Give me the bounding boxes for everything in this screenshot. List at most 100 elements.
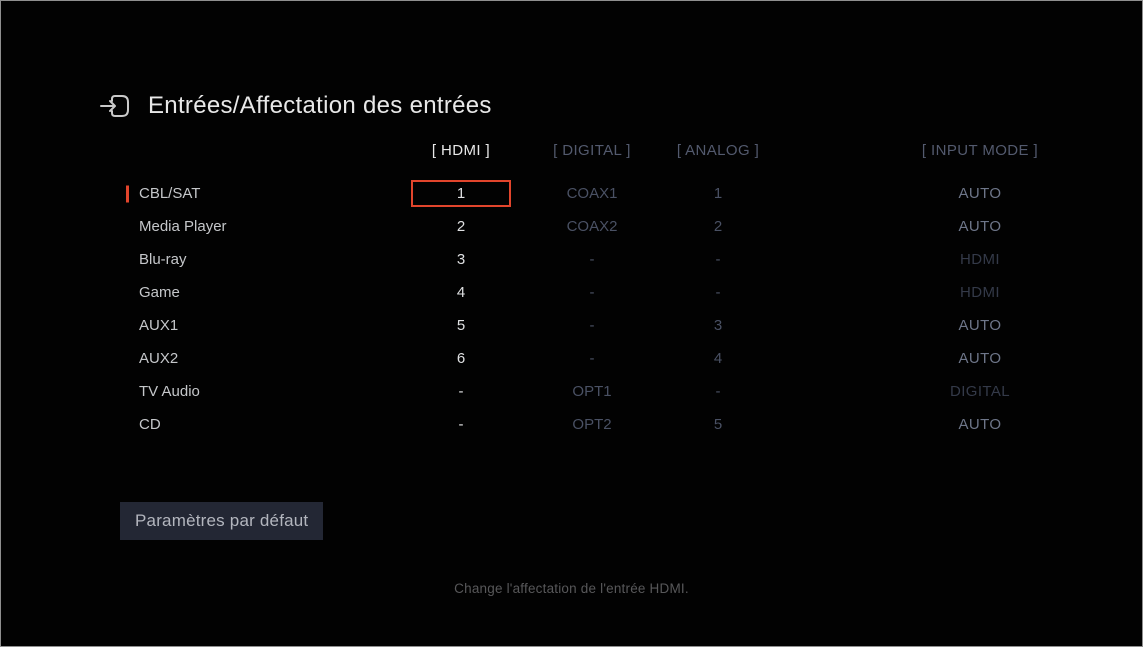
input-mode-value: HDMI xyxy=(960,284,1000,301)
input-mode-value: HDMI xyxy=(960,251,1000,268)
table-row: Game 4 - - HDMI xyxy=(121,276,1040,309)
digital-value: COAX2 xyxy=(566,218,618,235)
selected-row-marker xyxy=(126,185,129,202)
column-header-analog: [ ANALOG ] xyxy=(676,141,760,159)
digital-assignment-cell[interactable]: - xyxy=(521,350,663,367)
hdmi-assignment-cell[interactable]: 3 xyxy=(401,246,521,273)
table-row: AUX2 6 - 4 AUTO xyxy=(121,342,1040,375)
hdmi-value-box: - xyxy=(411,378,511,405)
input-mode-cell[interactable]: AUTO xyxy=(920,416,1040,433)
input-mode-cell[interactable]: AUTO xyxy=(920,317,1040,334)
digital-value: COAX1 xyxy=(566,185,618,202)
hdmi-value: 2 xyxy=(456,218,466,235)
analog-assignment-cell[interactable]: 1 xyxy=(663,185,773,202)
input-mode-value: AUTO xyxy=(958,185,1002,202)
hdmi-value-box: 6 xyxy=(411,345,511,372)
table-rows: CBL/SAT 1 COAX1 1 AUTO Media Player 2 xyxy=(121,177,1040,441)
table-row: Media Player 2 COAX2 2 AUTO xyxy=(121,210,1040,243)
hdmi-value: 5 xyxy=(456,317,466,334)
digital-value: - xyxy=(589,350,595,367)
analog-value: - xyxy=(715,383,721,400)
analog-value: 3 xyxy=(713,317,723,334)
hdmi-value-box: 5 xyxy=(411,312,511,339)
input-mode-cell[interactable]: HDMI xyxy=(920,251,1040,268)
source-label: AUX2 xyxy=(139,350,179,367)
hdmi-value-box: 2 xyxy=(411,213,511,240)
analog-value: 2 xyxy=(713,218,723,235)
hdmi-value: 6 xyxy=(456,350,466,367)
analog-assignment-cell[interactable]: 2 xyxy=(663,218,773,235)
hdmi-value-box: - xyxy=(411,411,511,438)
signal-input-icon xyxy=(98,91,132,121)
digital-value: - xyxy=(589,317,595,334)
digital-assignment-cell[interactable]: OPT1 xyxy=(521,383,663,400)
hdmi-value-box: 3 xyxy=(411,246,511,273)
input-mode-value: AUTO xyxy=(958,350,1002,367)
table-row: CD - OPT2 5 AUTO xyxy=(121,408,1040,441)
digital-assignment-cell[interactable]: - xyxy=(521,251,663,268)
source-label: CBL/SAT xyxy=(139,185,201,202)
digital-value: - xyxy=(589,284,595,301)
analog-assignment-cell[interactable]: - xyxy=(663,284,773,301)
hdmi-value-box: 4 xyxy=(411,279,511,306)
input-mode-cell[interactable]: AUTO xyxy=(920,350,1040,367)
hdmi-value-box: 1 xyxy=(411,180,511,207)
column-header-hdmi: [ HDMI ] xyxy=(431,141,491,159)
digital-value: - xyxy=(589,251,595,268)
input-mode-value: AUTO xyxy=(958,416,1002,433)
digital-assignment-cell[interactable]: - xyxy=(521,284,663,301)
digital-value: OPT1 xyxy=(572,383,612,400)
table-row: AUX1 5 - 3 AUTO xyxy=(121,309,1040,342)
defaults-button[interactable]: Paramètres par défaut xyxy=(120,502,324,540)
column-header-input-mode: [ INPUT MODE ] xyxy=(921,141,1039,159)
table-row: CBL/SAT 1 COAX1 1 AUTO xyxy=(121,177,1040,210)
hdmi-assignment-cell[interactable]: 6 xyxy=(401,345,521,372)
hdmi-assignment-cell[interactable]: 2 xyxy=(401,213,521,240)
hdmi-value: 1 xyxy=(456,185,466,202)
hdmi-assignment-cell[interactable]: 1 xyxy=(401,180,521,207)
analog-value: 5 xyxy=(713,416,723,433)
digital-assignment-cell[interactable]: COAX2 xyxy=(521,218,663,235)
analog-assignment-cell[interactable]: 5 xyxy=(663,416,773,433)
digital-assignment-cell[interactable]: COAX1 xyxy=(521,185,663,202)
page-header: Entrées/Affectation des entrées xyxy=(98,91,492,121)
hdmi-value: 4 xyxy=(456,284,466,301)
hdmi-value: - xyxy=(458,416,464,433)
input-mode-cell[interactable]: AUTO xyxy=(920,218,1040,235)
analog-value: - xyxy=(715,251,721,268)
analog-assignment-cell[interactable]: 3 xyxy=(663,317,773,334)
source-label: AUX1 xyxy=(139,317,179,334)
hdmi-assignment-cell[interactable]: 4 xyxy=(401,279,521,306)
analog-value: 1 xyxy=(713,185,723,202)
input-mode-value: DIGITAL xyxy=(949,383,1011,400)
input-mode-value: AUTO xyxy=(958,317,1002,334)
hdmi-assignment-cell[interactable]: 5 xyxy=(401,312,521,339)
analog-assignment-cell[interactable]: - xyxy=(663,383,773,400)
analog-assignment-cell[interactable]: 4 xyxy=(663,350,773,367)
table-row: Blu-ray 3 - - HDMI xyxy=(121,243,1040,276)
column-header-digital: [ DIGITAL ] xyxy=(553,141,631,159)
input-assignment-table: [ HDMI ] [ DIGITAL ] [ ANALOG ] [ INPUT … xyxy=(121,137,1040,441)
hdmi-value: 3 xyxy=(456,251,466,268)
digital-assignment-cell[interactable]: OPT2 xyxy=(521,416,663,433)
hdmi-assignment-cell[interactable]: - xyxy=(401,378,521,405)
analog-assignment-cell[interactable]: - xyxy=(663,251,773,268)
source-label: Blu-ray xyxy=(139,251,187,268)
analog-value: - xyxy=(715,284,721,301)
source-label: CD xyxy=(139,416,161,433)
input-mode-cell[interactable]: DIGITAL xyxy=(920,383,1040,400)
analog-value: 4 xyxy=(713,350,723,367)
input-mode-cell[interactable]: AUTO xyxy=(920,185,1040,202)
input-mode-value: AUTO xyxy=(958,218,1002,235)
table-row: TV Audio - OPT1 - DIGITAL xyxy=(121,375,1040,408)
hdmi-assignment-cell[interactable]: - xyxy=(401,411,521,438)
digital-assignment-cell[interactable]: - xyxy=(521,317,663,334)
footer-hint: Change l'affectation de l'entrée HDMI. xyxy=(454,581,689,596)
source-label: Game xyxy=(139,284,180,301)
input-mode-cell[interactable]: HDMI xyxy=(920,284,1040,301)
table-header: [ HDMI ] [ DIGITAL ] [ ANALOG ] [ INPUT … xyxy=(121,137,1040,163)
hdmi-value: - xyxy=(458,383,464,400)
digital-value: OPT2 xyxy=(572,416,612,433)
source-label: Media Player xyxy=(139,218,227,235)
